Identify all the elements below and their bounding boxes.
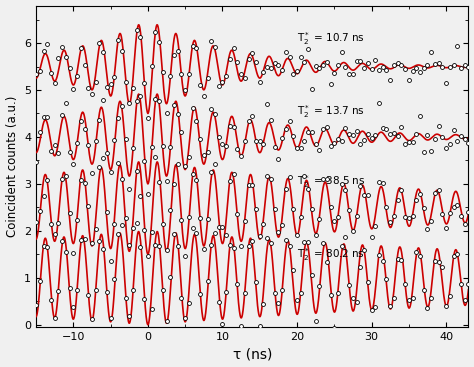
Text: T$_2^*$ = 80.2 ns: T$_2^*$ = 80.2 ns <box>297 246 365 263</box>
Text: T$_2^*$ = 10.7 ns: T$_2^*$ = 10.7 ns <box>297 30 365 47</box>
Text: T$_2^*$ = 38.5 ns: T$_2^*$ = 38.5 ns <box>297 173 365 190</box>
Y-axis label: Coincident counts (a.u.): Coincident counts (a.u.) <box>6 96 18 237</box>
X-axis label: τ (ns): τ (ns) <box>233 348 272 361</box>
Text: T$_2^*$ = 13.7 ns: T$_2^*$ = 13.7 ns <box>297 103 365 120</box>
